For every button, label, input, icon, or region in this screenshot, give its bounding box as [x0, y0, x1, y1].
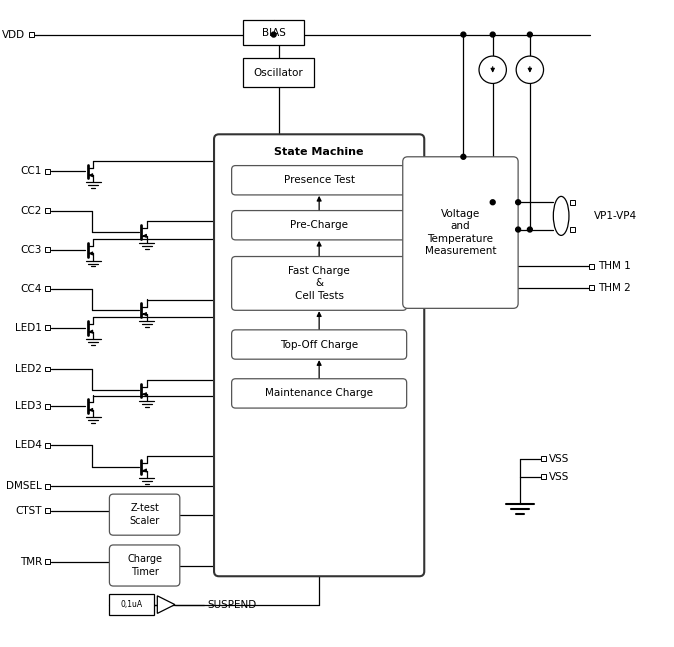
- FancyBboxPatch shape: [403, 157, 518, 309]
- Bar: [541, 457, 546, 461]
- Text: CTST: CTST: [16, 506, 42, 516]
- Text: LED3: LED3: [15, 401, 42, 411]
- Text: THM 1: THM 1: [599, 261, 631, 271]
- Bar: [45, 366, 51, 371]
- Text: LED1: LED1: [15, 323, 42, 333]
- FancyBboxPatch shape: [232, 330, 406, 359]
- Bar: [589, 264, 594, 269]
- FancyBboxPatch shape: [232, 256, 406, 311]
- Bar: [45, 484, 51, 488]
- Text: DMSEL: DMSEL: [6, 481, 42, 491]
- Text: Presence Test: Presence Test: [284, 175, 355, 185]
- Circle shape: [516, 200, 520, 204]
- Circle shape: [490, 200, 495, 204]
- Circle shape: [516, 227, 520, 232]
- Polygon shape: [157, 596, 175, 613]
- Circle shape: [528, 227, 532, 232]
- FancyBboxPatch shape: [232, 378, 406, 408]
- Text: Fast Charge
&
Cell Tests: Fast Charge & Cell Tests: [288, 266, 350, 301]
- Text: LED4: LED4: [15, 440, 42, 450]
- Ellipse shape: [553, 197, 569, 236]
- FancyBboxPatch shape: [232, 166, 406, 195]
- Bar: [45, 325, 51, 331]
- Text: Oscillator: Oscillator: [253, 68, 303, 78]
- Bar: [109, 594, 154, 615]
- Circle shape: [479, 56, 506, 83]
- Bar: [570, 200, 576, 204]
- Circle shape: [461, 155, 466, 159]
- Text: Top-Off Charge: Top-Off Charge: [280, 340, 358, 349]
- Text: CC1: CC1: [21, 166, 42, 177]
- Bar: [45, 287, 51, 291]
- Text: 0,1uA: 0,1uA: [121, 600, 143, 609]
- Text: State Machine: State Machine: [274, 147, 364, 157]
- Bar: [45, 443, 51, 448]
- Text: Maintenance Charge: Maintenance Charge: [265, 388, 373, 399]
- Bar: [589, 285, 594, 291]
- Bar: [243, 58, 314, 87]
- Bar: [570, 227, 576, 232]
- Text: LED2: LED2: [15, 364, 42, 374]
- Text: VP1-VP4: VP1-VP4: [594, 211, 638, 221]
- Bar: [243, 20, 304, 45]
- Bar: [45, 559, 51, 564]
- FancyBboxPatch shape: [109, 494, 180, 535]
- Text: VDD: VDD: [2, 30, 26, 39]
- Bar: [45, 169, 51, 174]
- Bar: [45, 247, 51, 252]
- FancyBboxPatch shape: [109, 545, 180, 586]
- Circle shape: [516, 56, 543, 83]
- Text: CC4: CC4: [21, 284, 42, 294]
- Text: Charge
Timer: Charge Timer: [127, 554, 162, 576]
- Bar: [45, 208, 51, 213]
- FancyBboxPatch shape: [214, 135, 424, 576]
- Bar: [45, 404, 51, 408]
- Text: CC3: CC3: [21, 245, 42, 255]
- Text: CC2: CC2: [21, 206, 42, 215]
- Bar: [29, 32, 34, 37]
- Text: Z-test
Scaler: Z-test Scaler: [129, 503, 160, 526]
- Bar: [45, 509, 51, 513]
- Circle shape: [490, 32, 495, 37]
- Text: THM 2: THM 2: [599, 283, 631, 293]
- Text: Pre-Charge: Pre-Charge: [290, 220, 348, 230]
- Circle shape: [271, 32, 276, 37]
- Bar: [541, 474, 546, 479]
- FancyBboxPatch shape: [232, 210, 406, 240]
- Text: TMR: TMR: [20, 556, 42, 567]
- Text: VSS: VSS: [549, 454, 570, 464]
- Text: BIAS: BIAS: [262, 28, 286, 38]
- Circle shape: [461, 32, 466, 37]
- Text: SUSPEND: SUSPEND: [207, 600, 256, 609]
- Text: Voltage
and
Temperature
Measurement: Voltage and Temperature Measurement: [425, 209, 496, 256]
- Circle shape: [528, 32, 532, 37]
- Text: VSS: VSS: [549, 472, 570, 481]
